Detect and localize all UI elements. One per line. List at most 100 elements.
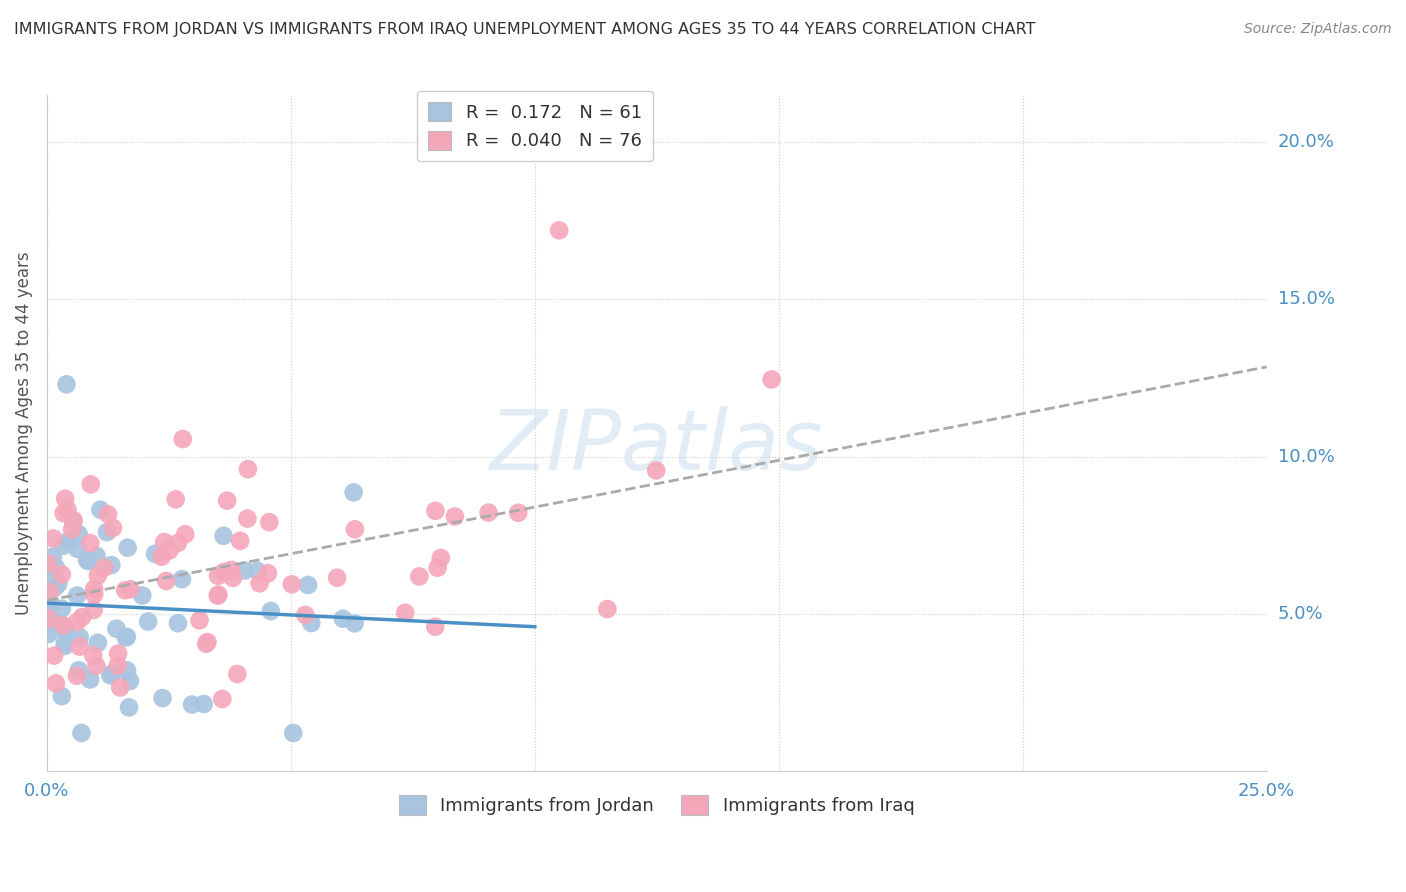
Point [283, 726, 305, 740]
Point [226, 667, 249, 681]
Point [66, 541, 89, 556]
Point [56, 502, 79, 516]
Point [107, 647, 129, 661]
Point [332, 612, 354, 626]
Point [82, 648, 104, 663]
Point [430, 551, 453, 566]
Point [86, 549, 108, 563]
Point [83, 582, 105, 596]
Point [66, 589, 89, 603]
Point [49, 616, 72, 631]
Point [53, 639, 76, 653]
Point [66, 615, 89, 629]
Point [67, 527, 90, 541]
Point [197, 635, 219, 649]
Point [45, 560, 67, 574]
Point [326, 571, 349, 585]
Point [42, 532, 65, 546]
Point [51, 567, 73, 582]
Point [120, 582, 142, 597]
Y-axis label: Unemployment Among Ages 35 to 44 years: Unemployment Among Ages 35 to 44 years [15, 252, 32, 615]
Point [219, 563, 242, 577]
Point [136, 615, 159, 629]
Point [425, 620, 447, 634]
Point [281, 577, 304, 591]
Point [408, 569, 430, 583]
Point [41, 572, 63, 586]
Point [114, 630, 136, 644]
Point [217, 493, 239, 508]
Point [39, 595, 62, 609]
Point [212, 529, 235, 543]
Point [207, 569, 229, 583]
Point [174, 527, 197, 541]
Point [193, 697, 215, 711]
Text: Source: ZipAtlas.com: Source: ZipAtlas.com [1244, 22, 1392, 37]
Point [249, 576, 271, 591]
Point [83, 603, 105, 617]
Point [79, 673, 101, 687]
Point [299, 615, 322, 630]
Point [55, 377, 77, 392]
Point [66, 669, 89, 683]
Point [115, 630, 138, 644]
Point [229, 533, 252, 548]
Point [211, 692, 233, 706]
Point [105, 622, 128, 636]
Point [761, 372, 783, 386]
Point [443, 509, 465, 524]
Point [188, 613, 211, 627]
Point [37, 557, 59, 571]
Point [181, 698, 204, 712]
Text: 10.0%: 10.0% [1278, 448, 1334, 466]
Point [53, 636, 76, 650]
Point [508, 506, 530, 520]
Point [37, 612, 59, 626]
Point [394, 606, 416, 620]
Point [172, 432, 194, 446]
Point [114, 583, 136, 598]
Point [76, 553, 98, 567]
Point [67, 664, 90, 678]
Point [170, 572, 193, 586]
Point [167, 616, 190, 631]
Point [150, 549, 173, 564]
Point [143, 547, 166, 561]
Point [117, 541, 139, 555]
Point [425, 504, 447, 518]
Point [96, 525, 118, 540]
Point [44, 581, 66, 595]
Point [233, 564, 256, 578]
Point [110, 681, 132, 695]
Point [294, 607, 316, 622]
Point [79, 536, 101, 550]
Point [195, 637, 218, 651]
Point [152, 691, 174, 706]
Text: IMMIGRANTS FROM JORDAN VS IMMIGRANTS FROM IRAQ UNEMPLOYMENT AMONG AGES 35 TO 44 : IMMIGRANTS FROM JORDAN VS IMMIGRANTS FRO… [14, 22, 1036, 37]
Point [69, 630, 91, 644]
Point [159, 543, 181, 558]
Point [52, 618, 75, 632]
Point [596, 602, 619, 616]
Point [131, 589, 153, 603]
Point [236, 462, 259, 476]
Point [69, 640, 91, 654]
Point [115, 664, 138, 678]
Point [87, 636, 110, 650]
Point [39, 616, 62, 631]
Point [212, 565, 235, 579]
Point [153, 535, 176, 549]
Point [297, 578, 319, 592]
Point [118, 673, 141, 688]
Point [62, 515, 84, 529]
Point [165, 492, 187, 507]
Point [207, 589, 229, 603]
Point [236, 511, 259, 525]
Text: 20.0%: 20.0% [1278, 134, 1334, 152]
Point [42, 549, 65, 564]
Point [343, 522, 366, 536]
Text: 15.0%: 15.0% [1278, 291, 1334, 309]
Text: ZIPatlas: ZIPatlas [489, 406, 824, 487]
Point [260, 604, 283, 618]
Text: 5.0%: 5.0% [1278, 605, 1323, 623]
